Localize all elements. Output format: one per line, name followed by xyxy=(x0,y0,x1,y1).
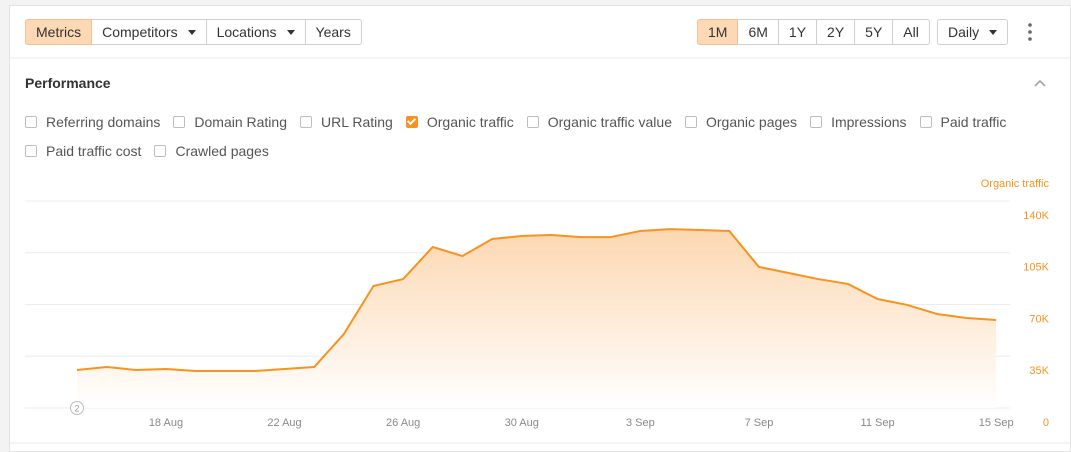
checkbox[interactable] xyxy=(919,116,932,128)
y-tick-label: 105K xyxy=(1023,262,1049,274)
metric-checkbox[interactable]: Paid traffic cost xyxy=(25,142,141,160)
period-button[interactable]: 6M xyxy=(737,19,779,45)
checkbox[interactable] xyxy=(685,116,697,128)
checkbox-label: Paid traffic xyxy=(940,114,1007,130)
checkbox[interactable] xyxy=(810,116,823,128)
traffic-line xyxy=(76,228,997,373)
button-label: 1M xyxy=(708,24,728,40)
metric-checkbox[interactable]: Organic pages xyxy=(685,113,797,131)
menu-dot[interactable] xyxy=(1028,30,1032,34)
metric-checkbox[interactable]: Crawled pages xyxy=(154,142,269,160)
y-tick-label: 70K xyxy=(1029,313,1049,325)
x-tick-label: 11 Sep xyxy=(861,417,895,429)
checkbox-label: Organic pages xyxy=(706,114,798,130)
x-tick-label: 26 Aug xyxy=(386,417,420,429)
menu-dot[interactable] xyxy=(1028,23,1032,27)
period-button[interactable]: 1M xyxy=(697,19,739,45)
metric-checkbox[interactable]: Organic traffic xyxy=(405,113,514,131)
metric-checkbox[interactable]: Domain Rating xyxy=(173,113,287,131)
period-button[interactable]: 5Y xyxy=(854,19,894,45)
x-tick-label: 15 Sep xyxy=(979,417,1014,429)
button-label: Daily xyxy=(948,24,980,40)
dropdown-caret xyxy=(187,29,196,35)
y-tick-label: 140K xyxy=(1023,210,1049,222)
metric-checkbox[interactable]: Organic traffic value xyxy=(526,113,672,131)
collapse-chevron[interactable] xyxy=(1034,79,1046,87)
filter-button[interactable]: Years xyxy=(304,19,362,45)
x-tick-label: 30 Aug xyxy=(505,417,539,429)
checkbox[interactable] xyxy=(405,116,418,128)
filter-button[interactable]: Metrics xyxy=(25,19,93,45)
period-button[interactable]: All xyxy=(892,19,930,45)
metric-checkbox[interactable]: Impressions xyxy=(810,113,907,131)
filter-button[interactable]: Competitors xyxy=(91,19,207,45)
y-axis-title: Organic traffic xyxy=(981,178,1050,190)
annotation-marker[interactable] xyxy=(70,401,84,415)
checkbox-label: Organic traffic xyxy=(426,114,514,130)
menu-dot[interactable] xyxy=(1028,37,1032,41)
checkbox-label: Paid traffic cost xyxy=(46,143,142,159)
period-group: 1M 6M 1Y 2Y 5Y All xyxy=(697,19,930,45)
checkbox-label: Organic traffic value xyxy=(547,114,672,130)
button-label: Years xyxy=(315,24,351,40)
x-tick-label: 22 Aug xyxy=(267,417,301,429)
x-tick-label: 3 Sep xyxy=(626,417,655,429)
checkbox-label: Domain Rating xyxy=(194,114,287,130)
checkbox[interactable] xyxy=(25,145,37,157)
button-label: 5Y xyxy=(865,24,883,40)
checkbox-label: Impressions xyxy=(831,114,907,130)
period-button[interactable]: 1Y xyxy=(777,19,818,45)
metric-checkbox[interactable]: Paid traffic xyxy=(919,113,1007,131)
dropdown-caret xyxy=(989,29,998,35)
checkbox[interactable] xyxy=(173,116,186,128)
period-button[interactable]: 2Y xyxy=(816,19,856,45)
section-title: Performance xyxy=(25,75,111,91)
button-label: All xyxy=(903,24,919,40)
y-tick-label: 0 xyxy=(1043,417,1049,429)
interval-group: Daily xyxy=(937,19,1009,45)
x-tick-label: 7 Sep xyxy=(745,417,774,429)
checkbox[interactable] xyxy=(154,145,167,157)
area-fill xyxy=(77,229,997,408)
metric-list: Referring domains Domain Rating URL Rating… xyxy=(25,113,1025,160)
dropdown-caret xyxy=(286,29,295,35)
button-label: 6M xyxy=(748,24,768,40)
checkbox[interactable] xyxy=(526,116,539,128)
checkbox[interactable] xyxy=(25,116,37,128)
annotation-label: 2 xyxy=(74,403,79,413)
button-label: 2Y xyxy=(827,24,845,40)
checkbox[interactable] xyxy=(300,116,312,128)
metric-checkbox[interactable]: URL Rating xyxy=(300,113,393,131)
button-label: Competitors xyxy=(102,24,178,40)
x-tick-label: 18 Aug xyxy=(149,417,183,429)
interval-dropdown[interactable]: Daily xyxy=(937,19,1009,45)
button-label: 1Y xyxy=(788,24,807,40)
filter-group: Metrics Competitors Locations Years xyxy=(25,19,362,45)
checkbox-label: Referring domains xyxy=(46,114,161,130)
button-label: Metrics xyxy=(36,24,82,40)
checkbox-label: URL Rating xyxy=(321,114,393,130)
checkbox-label: Crawled pages xyxy=(175,143,269,159)
button-label: Locations xyxy=(216,24,277,40)
metric-checkbox[interactable]: Referring domains xyxy=(25,113,160,131)
y-tick-label: 35K xyxy=(1029,365,1049,377)
filter-button[interactable]: Locations xyxy=(205,19,306,45)
